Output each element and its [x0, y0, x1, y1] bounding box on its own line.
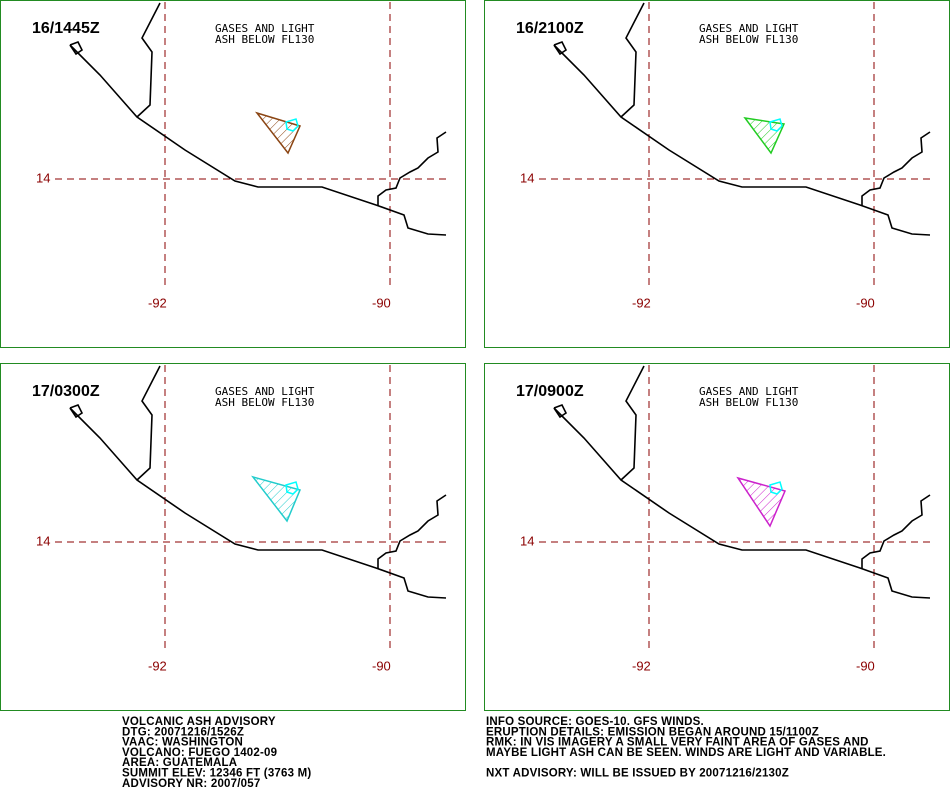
annotation: GASES AND LIGHT — [699, 385, 799, 398]
ash-area — [254, 111, 302, 155]
annotation: GASES AND LIGHT — [699, 22, 799, 35]
annotation: ASH BELOW FL130 — [215, 396, 314, 409]
annotation: GASES AND LIGHT — [215, 22, 315, 35]
map-base — [0, 362, 467, 712]
lon-label: -92 — [632, 295, 651, 310]
volcano-symbol — [769, 118, 783, 132]
advisory-line: MAYBE LIGHT ASH CAN BE SEEN. WINDS ARE L… — [486, 747, 886, 759]
lat-label: 14 — [520, 170, 534, 185]
annotation: ASH BELOW FL130 — [699, 396, 798, 409]
valid-time: 16/2100Z — [516, 20, 584, 37]
lat-label: 14 — [520, 533, 534, 548]
lon-label: -90 — [856, 295, 875, 310]
advisory-line: ERUPTION DETAILS: EMISSION BEGAN AROUND … — [486, 726, 819, 738]
lon-label: -90 — [856, 658, 875, 673]
lat-label: 14 — [36, 533, 50, 548]
volcano-symbol — [285, 118, 299, 132]
advisory-line: AREA: GUATEMALA — [122, 757, 237, 769]
lon-label: -90 — [372, 658, 391, 673]
advisory-line: INFO SOURCE: GOES-10. GFS WINDS. — [486, 716, 704, 728]
ash-area — [743, 116, 786, 155]
valid-time: 16/1445Z — [32, 20, 100, 37]
advisory-line: DTG: 20071216/1526Z — [122, 726, 244, 738]
advisory-line: SUMMIT ELEV: 12346 FT (3763 M) — [122, 768, 311, 780]
lon-label: -92 — [632, 658, 651, 673]
advisory-line: NXT ADVISORY: WILL BE ISSUED BY 20071216… — [486, 768, 789, 780]
advisory-line: ADVISORY NR: 2007/057 — [122, 778, 260, 790]
valid-time: 17/0300Z — [32, 383, 100, 400]
advisory-line: VAAC: WASHINGTON — [122, 737, 243, 749]
lat-label: 14 — [36, 170, 50, 185]
annotation: ASH BELOW FL130 — [215, 33, 314, 46]
annotation: GASES AND LIGHT — [215, 385, 315, 398]
volcano-symbol — [285, 481, 299, 495]
annotation: ASH BELOW FL130 — [699, 33, 798, 46]
volcano-symbol — [769, 481, 783, 495]
map-base — [483, 362, 950, 712]
ash-area — [736, 476, 787, 528]
ash-area — [251, 475, 302, 523]
advisory-line: VOLCANIC ASH ADVISORY — [122, 716, 276, 728]
advisory-line: RMK: IN VIS IMAGERY A SMALL VERY FAINT A… — [486, 737, 869, 749]
valid-time: 17/0900Z — [516, 383, 584, 400]
lon-label: -92 — [148, 295, 167, 310]
lon-label: -92 — [148, 658, 167, 673]
advisory-line: VOLCANO: FUEGO 1402-09 — [122, 747, 277, 759]
lon-label: -90 — [372, 295, 391, 310]
map-base — [483, 0, 950, 349]
map-base — [0, 0, 467, 349]
